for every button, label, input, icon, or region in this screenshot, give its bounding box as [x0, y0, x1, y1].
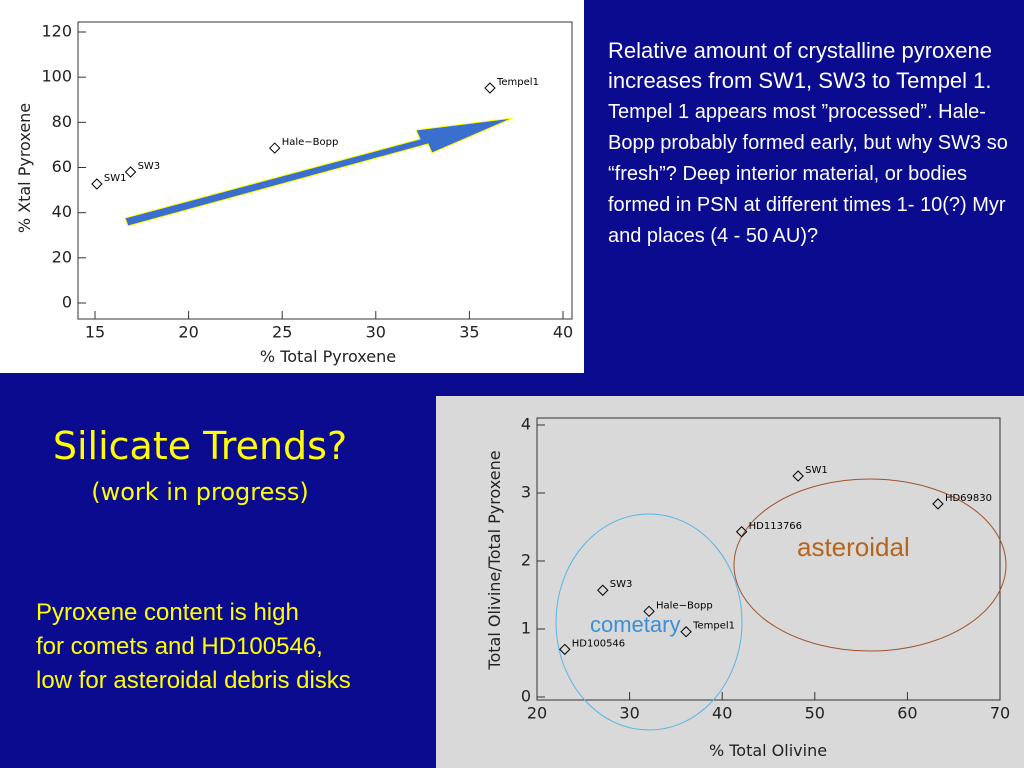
- x-tick-label: 50: [805, 704, 825, 723]
- point-label: SW1: [104, 173, 127, 184]
- point-label: SW3: [138, 161, 161, 172]
- x-tick-label: 25: [272, 323, 292, 342]
- y-tick-label: 40: [52, 202, 72, 221]
- x-axis-label: % Total Pyroxene: [260, 347, 396, 366]
- x-tick-label: 20: [527, 704, 547, 723]
- chart2-panel: [436, 396, 1024, 768]
- point-label: Tempel1: [692, 621, 735, 632]
- point-label: HD69830: [945, 493, 992, 504]
- x-axis-label: % Total Olivine: [709, 741, 827, 760]
- point: [643, 605, 655, 618]
- y-tick-label: 1: [521, 619, 531, 638]
- summary: Relative amount of crystalline pyroxene …: [608, 36, 1008, 251]
- y-tick-label: 0: [521, 687, 531, 706]
- y-tick-label: 3: [521, 483, 531, 502]
- note-line: for comets and HD100546,: [36, 633, 323, 660]
- y-tick-label: 2: [521, 551, 531, 570]
- x-tick-label: 20: [178, 323, 198, 342]
- point-label: SW1: [805, 465, 828, 476]
- point: [792, 470, 804, 482]
- slide-subtitle: (work in progress): [91, 478, 309, 506]
- point: [680, 626, 692, 638]
- summary-lead: Relative amount of crystalline pyroxene …: [608, 38, 992, 93]
- y-tick-label: 120: [41, 22, 72, 41]
- point: [124, 166, 137, 178]
- x-tick-label: 40: [553, 323, 573, 342]
- point: [597, 584, 609, 596]
- point: [484, 82, 496, 94]
- point-label: HD100546: [572, 638, 625, 649]
- y-tick-label: 100: [41, 67, 72, 86]
- region-label: cometary: [590, 612, 680, 637]
- x-tick-label: 30: [619, 704, 639, 723]
- x-tick-label: 35: [459, 323, 479, 342]
- y-tick-label: 20: [52, 247, 72, 266]
- y-tick-label: 80: [52, 112, 72, 131]
- chart1-frame: [77, 21, 573, 320]
- cometary-region: [555, 513, 743, 731]
- chart2-frame: [536, 417, 1001, 701]
- x-tick-label: 30: [366, 323, 386, 342]
- trend-arrow: [124, 117, 514, 227]
- x-tick-label: 60: [897, 704, 917, 723]
- x-tick-label: 40: [712, 704, 732, 723]
- point-label: SW3: [610, 579, 633, 590]
- point-label: Hale−Bopp: [282, 137, 339, 148]
- slide-title: Silicate Trends?: [52, 424, 348, 468]
- x-tick-label: 70: [990, 704, 1010, 723]
- notes: Pyroxene content is high for comets and H…: [36, 596, 351, 698]
- x-tick-label: 15: [85, 323, 105, 342]
- region-label: asteroidal: [797, 532, 910, 562]
- summary-rest: Tempel 1 appears most ”processed”. Hale-…: [608, 101, 1008, 247]
- point: [735, 526, 748, 538]
- note-line: low for asteroidal debris disks: [36, 667, 351, 694]
- point-label: HD113766: [749, 521, 802, 532]
- point-label: Hale−Bopp: [656, 600, 713, 611]
- y-tick-label: 4: [521, 415, 531, 434]
- point: [559, 643, 571, 656]
- point: [91, 178, 103, 190]
- point-label: Tempel1: [496, 77, 539, 88]
- y-axis-label: % Xtal Pyroxene: [15, 103, 34, 233]
- point: [269, 142, 281, 154]
- asteroidal-region: [733, 478, 1007, 652]
- y-tick-label: 0: [62, 293, 72, 312]
- y-axis-label: Total Olivine/Total Pyroxene: [485, 450, 504, 670]
- point: [932, 498, 944, 510]
- note-line: Pyroxene content is high: [36, 599, 299, 626]
- chart1-panel: [0, 0, 584, 373]
- y-tick-label: 60: [52, 157, 72, 176]
